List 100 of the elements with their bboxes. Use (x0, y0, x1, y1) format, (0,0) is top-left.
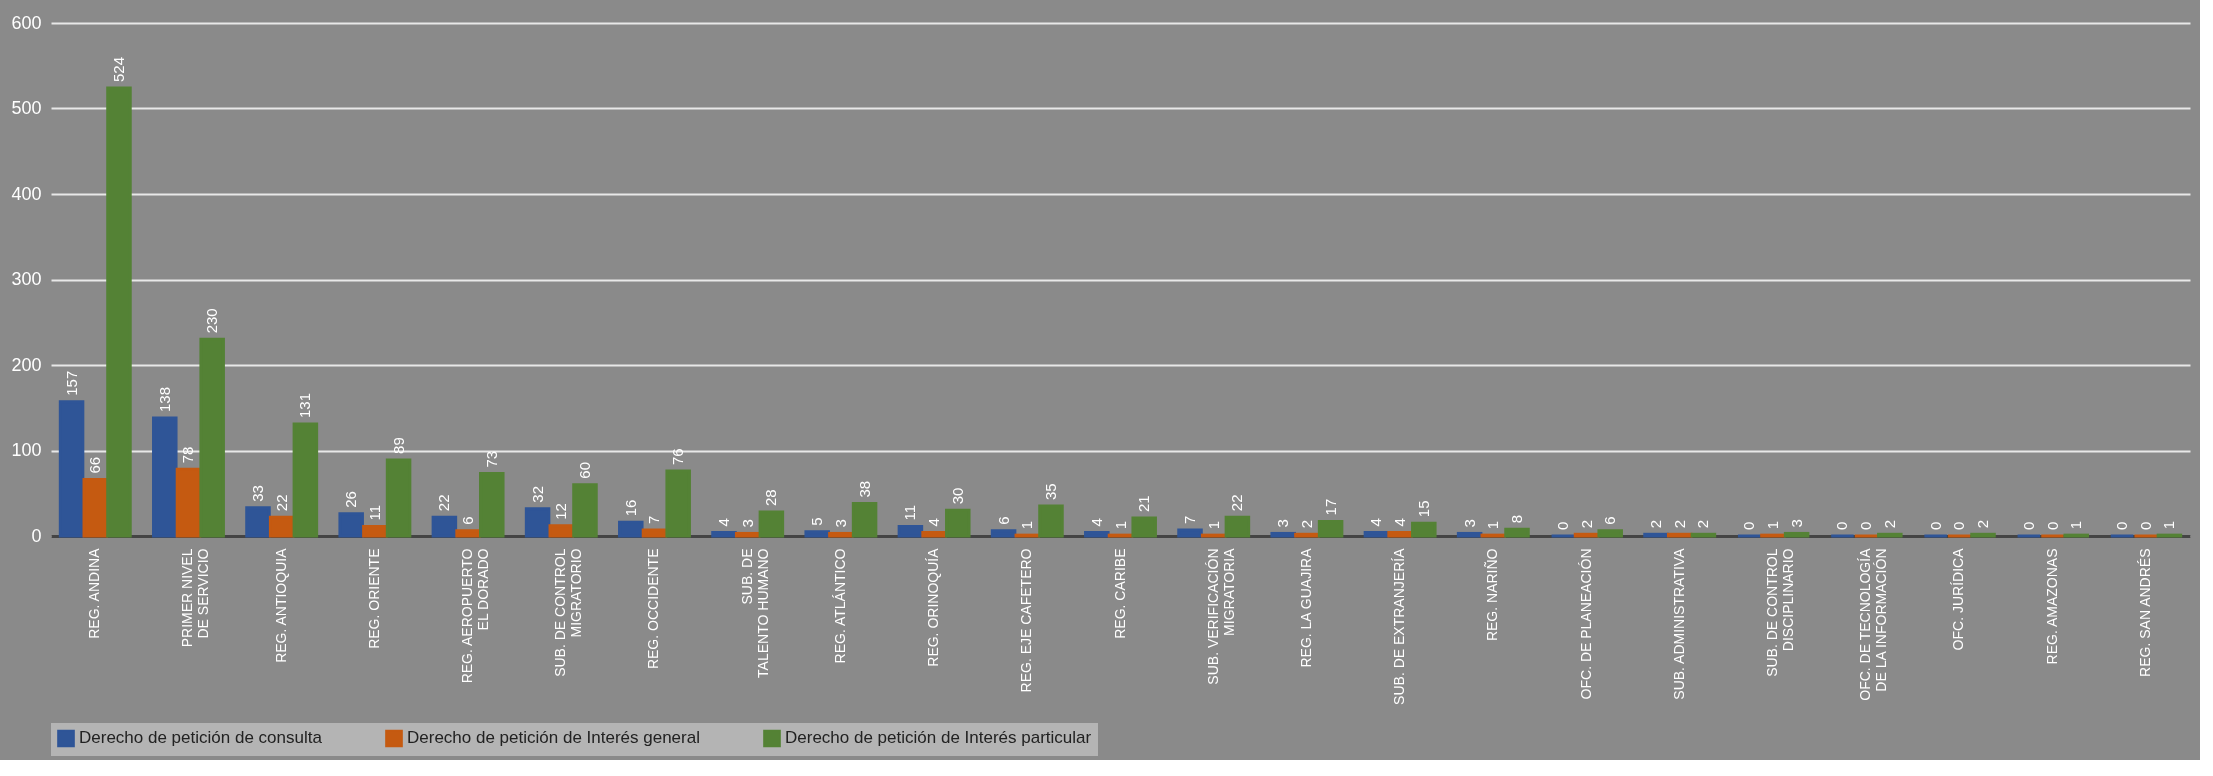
bar (524, 507, 551, 538)
data-label: 33 (248, 485, 266, 502)
bar (1504, 527, 1530, 538)
bar (1597, 529, 1623, 538)
data-label: 16 (621, 499, 639, 517)
x-tick-label: REG. AMAZONAS (2043, 548, 2060, 665)
bar (1270, 531, 1296, 538)
data-label: 2 (1577, 519, 1595, 529)
data-label: 15 (1414, 500, 1432, 518)
data-label: 8 (1508, 514, 1526, 524)
data-label: 38 (855, 480, 873, 498)
data-label: 2 (1974, 519, 1992, 529)
bar (385, 458, 412, 538)
bar (945, 508, 971, 538)
data-label: 3 (738, 519, 756, 528)
data-label: 4 (1087, 518, 1105, 527)
data-label: 157 (62, 370, 80, 396)
data-label: 26 (342, 491, 360, 508)
bar (921, 531, 947, 538)
bar (1177, 528, 1203, 538)
data-label: 1 (1763, 520, 1781, 530)
x-tick-label: REG. CARIBE (1111, 548, 1128, 639)
bar (1084, 531, 1110, 538)
data-label: 524 (109, 56, 127, 82)
data-label: 1 (1204, 520, 1222, 530)
data-label: 1 (2160, 520, 2178, 530)
data-label: 7 (1181, 515, 1199, 525)
data-label: 78 (179, 446, 197, 464)
x-tick-label: REG. ORINOQUÍA (925, 547, 942, 667)
bar (175, 467, 202, 538)
bar (990, 529, 1017, 538)
bar (1131, 516, 1157, 538)
data-label: 4 (1391, 518, 1409, 527)
bar (804, 530, 830, 538)
data-label: 21 (1135, 495, 1153, 513)
data-label: 138 (155, 386, 173, 413)
y-tick-label: 300 (11, 269, 42, 289)
data-label: 4 (1367, 518, 1385, 527)
data-label: 3 (831, 519, 849, 528)
data-label: 22 (435, 494, 453, 512)
data-label: 131 (296, 392, 314, 418)
data-label: 35 (1041, 483, 1059, 501)
data-label: 0 (1740, 521, 1758, 530)
x-tick-label: SUB. DE CONTROL DISCIPLINARIO (1763, 548, 1796, 677)
bar (897, 525, 924, 538)
y-tick-label: 400 (11, 183, 42, 204)
data-label: 1 (1111, 520, 1129, 530)
bar (152, 416, 178, 538)
bar (479, 472, 505, 538)
data-label: 0 (1833, 521, 1851, 530)
x-tick-label: REG. OCCIDENTE (645, 548, 662, 670)
bar (548, 524, 575, 538)
bar (199, 337, 225, 538)
data-label: 12 (552, 503, 570, 520)
data-label: 0 (2136, 521, 2154, 530)
x-tick-label: REG. NARIÑO (1484, 548, 1501, 642)
data-label: 0 (1950, 521, 1968, 530)
data-label: 17 (1321, 498, 1339, 516)
data-label: 11 (901, 505, 919, 521)
bar (455, 529, 481, 538)
bar (572, 483, 598, 538)
data-label: 1 (2067, 520, 2085, 530)
data-label: 1 (1018, 520, 1036, 530)
x-tick-label: REG. EJE CAFETERO (1018, 548, 1035, 693)
x-tick-label: REG. LA GUAJIRA (1297, 547, 1314, 668)
bar (58, 400, 85, 538)
data-label: 66 (86, 456, 104, 474)
bar (82, 478, 109, 538)
bar (734, 531, 761, 538)
bar (1317, 519, 1344, 538)
bar (1411, 521, 1437, 538)
x-tick-label: SUB. DE TALENTO HUMANO (738, 548, 771, 678)
bar (1387, 531, 1413, 538)
data-label: 0 (2043, 521, 2061, 530)
data-label: 2 (1880, 519, 1898, 529)
data-label: 28 (762, 489, 780, 507)
data-label: 0 (1926, 521, 1944, 530)
data-label: 3 (1787, 519, 1805, 528)
x-tick-label: REG. AEROPUERTO EL DORADO (459, 548, 492, 684)
bar (338, 512, 364, 538)
bar (431, 515, 458, 538)
bar (268, 515, 295, 538)
x-tick-label: OFC. DE PLANEACIÓN (1577, 548, 1594, 700)
x-tick-label: REG. SAN ANDRÉS (2136, 548, 2153, 677)
data-label: 5 (808, 517, 826, 526)
bar (1783, 531, 1810, 538)
legend-label: Derecho de petición de consulta (79, 728, 323, 748)
bar (1038, 504, 1064, 538)
legend-label: Derecho de petición de Interés particular (785, 728, 1092, 748)
x-tick-label: SUB. VERIFICACIÓN MIGRATORIA (1204, 547, 1237, 685)
data-label: 2 (1694, 519, 1712, 529)
data-label: 11 (365, 505, 383, 521)
bar (245, 506, 271, 538)
x-tick-label: REG. ANTIOQUIA (272, 547, 289, 663)
data-label: 3 (1460, 519, 1478, 528)
data-label: 73 (482, 450, 500, 468)
data-label: 32 (528, 485, 546, 503)
y-tick-label: 100 (11, 440, 42, 460)
bar (1363, 531, 1390, 538)
x-tick-label: SUB. ADMINISTRATIVA (1670, 547, 1687, 700)
